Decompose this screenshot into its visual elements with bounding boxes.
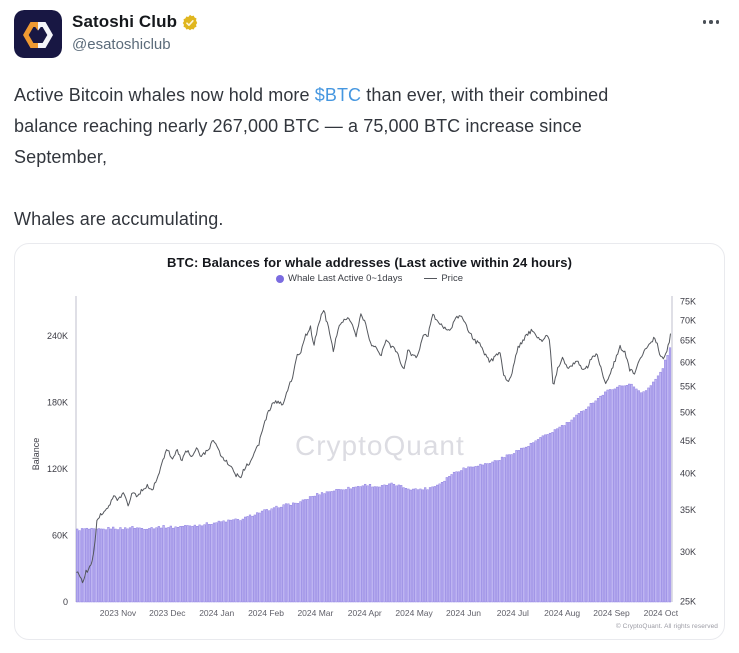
tweet-text-segment: Whales are accumulating. <box>14 209 224 229</box>
legend-label: Whale Last Active 0~1days <box>288 273 403 284</box>
axis-tick-label: 45K <box>680 436 696 446</box>
satoshi-club-logo-icon <box>14 10 62 58</box>
tweet-text-segment: September, <box>14 147 108 167</box>
more-dot-icon <box>702 20 706 24</box>
axis-tick-label: 35K <box>680 505 696 515</box>
legend-item-price: Price <box>424 273 463 284</box>
chart-copyright: © CryptoQuant. All rights reserved <box>615 623 718 630</box>
axis-tick-label: 2023 Dec <box>149 608 186 618</box>
axis-tick-label: 2024 Sep <box>593 608 630 618</box>
display-name[interactable]: Satoshi Club <box>72 12 178 31</box>
axis-tick-label: 2024 Jan <box>199 608 234 618</box>
axis-tick-label: 2024 May <box>395 608 433 618</box>
chart-title: BTC: Balances for whale addresses (Last … <box>166 255 573 270</box>
axis-tick-label: 65K <box>680 336 696 346</box>
axis-tick-label: 2024 Jul <box>497 608 529 618</box>
axis-tick-label: 0 <box>63 597 68 607</box>
more-options-button[interactable] <box>699 16 724 28</box>
user-handle[interactable]: @esatoshiclub <box>72 36 171 53</box>
tweet-header: Satoshi Club @esatoshiclub <box>14 10 725 60</box>
axis-tick-label: 75K <box>680 297 696 307</box>
axis-tick-label: 120K <box>47 464 68 474</box>
axis-tick-label: 50K <box>680 407 696 417</box>
more-dot-icon <box>709 20 713 24</box>
axis-tick-label: 2024 Aug <box>544 608 580 618</box>
avatar[interactable] <box>14 10 62 58</box>
chart-legend: Whale Last Active 0~1days Price <box>15 273 724 284</box>
tweet-text-line: September, <box>14 142 726 173</box>
axis-tick-label: 2024 Feb <box>248 608 284 618</box>
tweet-text-segment: balance reaching nearly 267,000 BTC — a … <box>14 116 582 136</box>
watermark: CryptoQuant <box>295 430 465 461</box>
axis-tick-label: 60K <box>52 531 68 541</box>
legend-dot-icon <box>276 274 284 283</box>
verified-badge-icon <box>182 14 198 30</box>
chart-plot: 0 60K 120K 180K 240K Balance 25K 30K 35K 40K 45K 50… <box>31 296 696 618</box>
axis-tick-label: 2024 Jun <box>446 608 481 618</box>
chart-attachment[interactable]: BTC: Balances for whale addresses (Last … <box>14 243 725 640</box>
tweet-text: Active Bitcoin whales now hold more $BTC… <box>14 80 726 235</box>
axis-tick-label: 70K <box>680 316 696 326</box>
tweet-text-segment: than ever, with their combined <box>361 85 609 105</box>
axis-tick-label: 40K <box>680 468 696 478</box>
axis-tick-label: 2024 Oct <box>644 608 679 618</box>
tweet-text-line: balance reaching nearly 267,000 BTC — a … <box>14 111 726 142</box>
axis-tick-label: 2023 Nov <box>100 608 137 618</box>
tweet-text-line: Active Bitcoin whales now hold more $BTC… <box>14 80 726 111</box>
cashtag-link[interactable]: $BTC <box>314 85 362 105</box>
legend-label: Price <box>441 273 463 284</box>
axis-tick-label: 180K <box>47 398 68 408</box>
axis-tick-label: 25K <box>680 597 696 607</box>
axis-tick-label: 2024 Apr <box>348 608 382 618</box>
whale-balance-bars <box>76 347 672 603</box>
tweet-text-segment: Active Bitcoin whales now hold more <box>14 85 315 105</box>
price-line <box>76 310 671 584</box>
tweet-text-line <box>14 173 726 204</box>
axis-tick-label: 240K <box>47 331 68 341</box>
tweet-text-line: Whales are accumulating. <box>14 204 726 235</box>
axis-tick-label: 55K <box>680 381 696 391</box>
axis-tick-label: 2024 Mar <box>297 608 333 618</box>
legend-item-whale: Whale Last Active 0~1days <box>276 273 402 284</box>
axis-tick-label: 30K <box>680 547 696 557</box>
legend-line-icon <box>424 278 438 279</box>
more-dot-icon <box>715 20 719 24</box>
axis-tick-label: 60K <box>680 358 696 368</box>
left-axis-title: Balance <box>31 438 41 471</box>
